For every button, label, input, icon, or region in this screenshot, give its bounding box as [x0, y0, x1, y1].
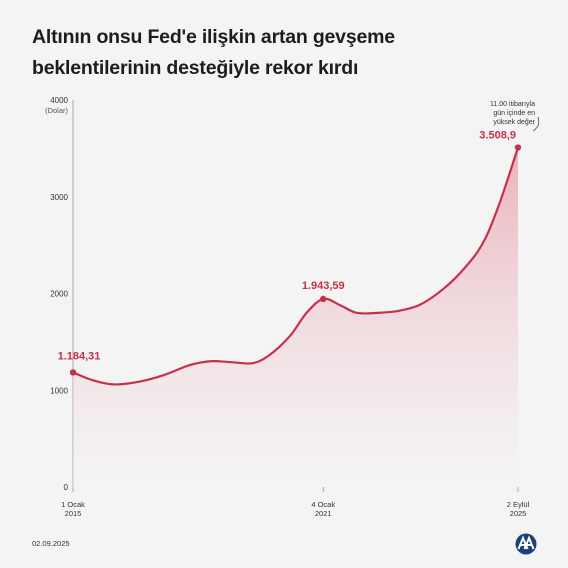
area-fill: [73, 147, 518, 488]
note-line: yüksek değer: [493, 119, 535, 126]
note-line: gün içinde en: [493, 110, 535, 117]
x-tick-label-year: 2021: [315, 509, 332, 518]
data-point-marker: [320, 295, 327, 303]
y-tick-label: 1000: [50, 386, 68, 395]
title-line-2: beklentilerinin desteğiyle rekor kırdı: [32, 57, 359, 79]
data-label: 1.943,59: [302, 280, 345, 292]
x-tick-label: 4 Ocak: [311, 500, 335, 509]
note-line: 11.00 itibarıyla: [490, 101, 535, 108]
y-tick-label: 4000: [50, 96, 68, 105]
note-arrow: [532, 116, 540, 132]
publish-date: 02.09.2025: [32, 539, 70, 548]
x-tick-label-year: 2025: [510, 509, 527, 518]
x-tick-label: 2 Eylül: [507, 500, 530, 509]
aa-agency-logo-icon: [515, 533, 537, 555]
y-axis-unit-label: (Dolar): [45, 106, 68, 115]
page-title: Altının onsu Fed'e ilişkin artan gevşeme…: [32, 22, 532, 84]
data-label: 3.508,9: [479, 130, 516, 142]
data-label: 1.184,31: [58, 350, 101, 362]
y-tick-label: 0: [64, 483, 69, 492]
y-tick-label: 3000: [50, 193, 68, 202]
title-line-1: Altının onsu Fed'e ilişkin artan gevşeme: [32, 26, 395, 48]
data-point-marker: [514, 144, 522, 151]
price-series-line: [71, 146, 520, 386]
data-point-marker: [69, 369, 77, 376]
x-tick-label-year: 2015: [65, 509, 82, 518]
x-tick-label: 1 Ocak: [61, 500, 85, 509]
y-tick-label: 2000: [50, 290, 68, 299]
